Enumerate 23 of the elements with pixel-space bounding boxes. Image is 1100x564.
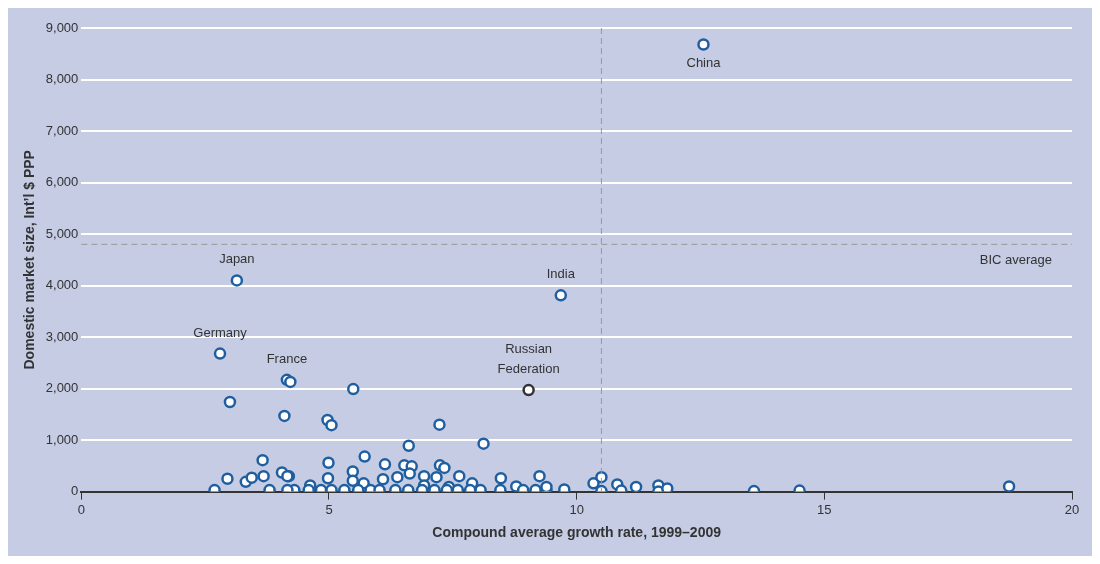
x-tick-label: 20 bbox=[1064, 501, 1080, 517]
annotation: Germany bbox=[193, 324, 248, 340]
annotation: France bbox=[266, 350, 308, 366]
y-tick-label: 7,000 bbox=[45, 122, 79, 138]
y-tick-label: 6,000 bbox=[45, 174, 79, 190]
x-tick-label: 15 bbox=[817, 501, 832, 517]
annotation: Japan bbox=[219, 251, 255, 267]
y-tick-label: 9,000 bbox=[45, 19, 79, 35]
annotation: China bbox=[686, 54, 722, 70]
ref-line-label: BIC average bbox=[979, 252, 1052, 268]
y-tick-label: 1,000 bbox=[45, 431, 79, 447]
y-tick-label: 0 bbox=[71, 483, 79, 499]
x-axis-title: Compound average growth rate, 1999–2009 bbox=[432, 524, 722, 541]
y-tick-label: 5,000 bbox=[45, 225, 79, 241]
annotation: Russian Federation bbox=[497, 341, 560, 377]
y-tick-label: 2,000 bbox=[45, 380, 79, 396]
annotation: India bbox=[546, 266, 576, 282]
y-axis-title: Domestic market size, Int’l $ PPP bbox=[21, 150, 38, 370]
x-tick-label: 5 bbox=[325, 501, 333, 517]
x-tick-label: 10 bbox=[569, 501, 584, 517]
y-tick-label: 3,000 bbox=[45, 328, 79, 344]
y-tick-label: 8,000 bbox=[45, 71, 79, 87]
y-tick-label: 4,000 bbox=[45, 277, 79, 293]
